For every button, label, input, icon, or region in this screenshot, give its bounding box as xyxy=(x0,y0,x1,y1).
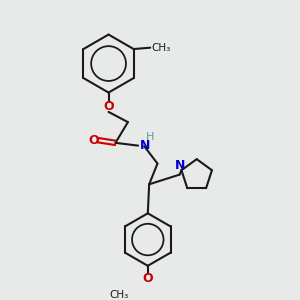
Text: O: O xyxy=(142,272,153,285)
Text: N: N xyxy=(140,139,150,152)
Text: CH₃: CH₃ xyxy=(152,43,171,53)
Text: O: O xyxy=(88,134,99,147)
Text: CH₃: CH₃ xyxy=(110,290,129,300)
Text: H: H xyxy=(146,132,154,142)
Text: N: N xyxy=(175,159,185,172)
Text: O: O xyxy=(103,100,114,113)
